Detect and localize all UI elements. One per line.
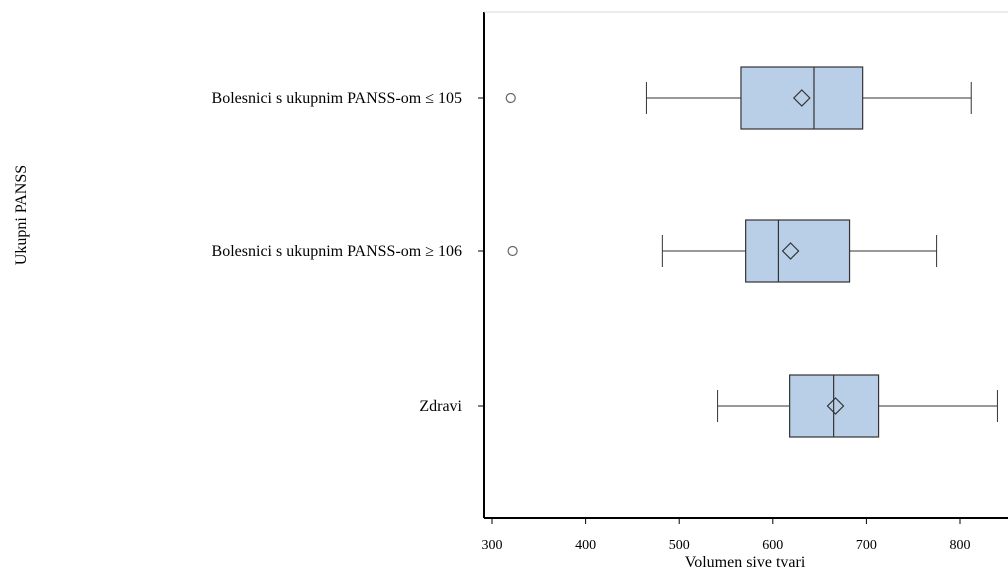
- mean-marker: [826, 397, 845, 415]
- category-labels: Bolesnici s ukupnim PANSS-om ≤ 105 Bolesn…: [212, 90, 463, 415]
- outlier-point: [505, 92, 516, 104]
- plot-frame: [483, 11, 1008, 519]
- iqr-box: [745, 219, 851, 283]
- category-label: Bolesnici s ukupnim PANSS-om ≤ 105: [212, 90, 462, 107]
- outlier-point: [507, 245, 518, 257]
- x-tick-label: 800: [950, 538, 971, 553]
- x-tick-label: 300: [482, 538, 503, 553]
- x-tick-label: 400: [575, 538, 596, 553]
- mean-marker: [781, 242, 800, 260]
- y-axis-title: Ukupni PANSS: [13, 165, 30, 265]
- box-group: [478, 219, 938, 283]
- box-groups: [478, 66, 998, 438]
- x-axis-title: Volumen sive tvari: [685, 554, 806, 571]
- box-group: [478, 66, 972, 130]
- x-tick-label: 600: [762, 538, 783, 553]
- x-tick-label: 700: [856, 538, 877, 553]
- x-tick-label: 500: [669, 538, 690, 553]
- category-label: Bolesnici s ukupnim PANSS-om ≥ 106: [212, 243, 462, 260]
- x-axis-ticks: 300 400 500 600 700 800: [482, 518, 971, 553]
- box-group: [478, 374, 998, 438]
- mean-marker: [792, 89, 811, 107]
- iqr-box: [740, 66, 864, 130]
- category-label: Zdravi: [419, 398, 462, 415]
